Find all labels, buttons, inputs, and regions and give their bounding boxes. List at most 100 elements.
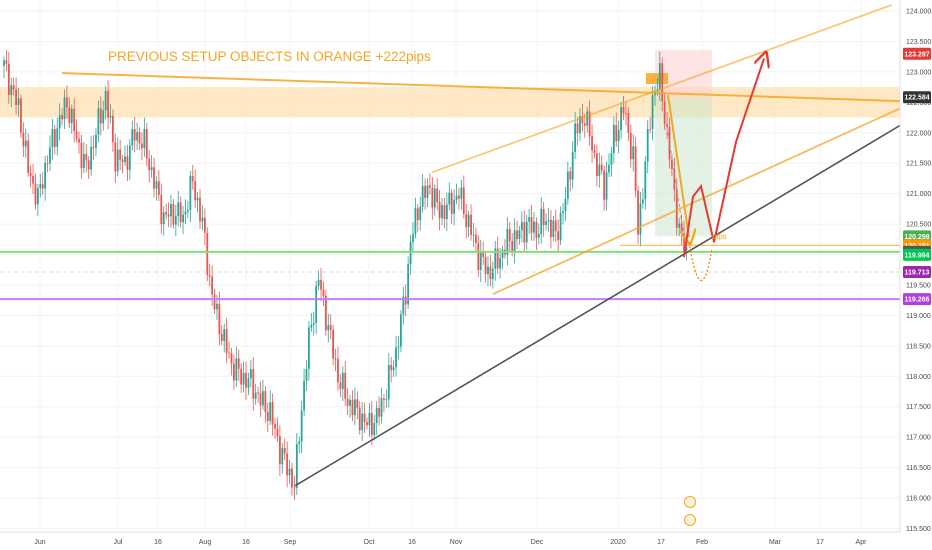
x-tick-label: 16: [154, 539, 162, 546]
candle-body: [479, 251, 482, 271]
candle-body: [259, 392, 262, 406]
candle-body: [136, 132, 138, 141]
candle-body: [341, 372, 344, 390]
candle-body: [230, 353, 233, 364]
candle-body: [501, 249, 504, 259]
candle-body: [399, 314, 402, 347]
channel-lower-line: [492, 107, 901, 295]
candle-body: [453, 199, 456, 214]
price-badge-value: 119.994: [905, 252, 930, 259]
x-tick-label: 16: [242, 539, 250, 546]
candle-body: [366, 422, 368, 426]
candle-body: [576, 123, 579, 134]
candle-body: [339, 382, 342, 390]
x-axis-panel: [0, 532, 932, 550]
candle-body: [201, 217, 204, 222]
candle-body: [346, 398, 349, 406]
candle-body: [286, 453, 289, 476]
candle-body: [56, 128, 59, 147]
candle-body: [216, 303, 218, 310]
candle-body: [5, 60, 8, 64]
y-tick-label: 120.500: [906, 222, 931, 229]
candle-body: [370, 412, 373, 436]
candle-body: [419, 206, 422, 221]
candle-body: [245, 372, 247, 388]
candle-body: [639, 203, 642, 235]
candle-body: [375, 407, 378, 424]
resistance-zone: [0, 87, 900, 118]
ascending-support-line: [294, 124, 901, 487]
candle-body: [414, 208, 417, 235]
candle-body: [44, 162, 47, 189]
y-tick-label: 122.500: [906, 100, 931, 107]
y-tick-label: 121.000: [906, 191, 931, 198]
drawing-layer: [0, 4, 901, 487]
candle-body: [141, 143, 143, 149]
candle-body: [620, 107, 622, 131]
price-badge-value: 122.584: [904, 95, 929, 102]
candle-body: [409, 241, 412, 265]
candle-body: [603, 170, 606, 200]
candle-body: [443, 205, 446, 220]
price-badge: [903, 293, 931, 306]
candle-body: [494, 248, 497, 269]
candle-body: [7, 63, 10, 95]
candle-body: [574, 123, 577, 152]
price-badge-value: 119.266: [905, 297, 930, 304]
y-tick-label: 118.500: [906, 343, 931, 350]
x-tick-label: Feb: [696, 539, 708, 546]
candle-body: [121, 159, 124, 163]
candle-body: [358, 407, 361, 431]
candle-body: [51, 129, 54, 148]
candle-body: [109, 115, 112, 118]
candle-body: [85, 154, 88, 161]
candle-body: [426, 185, 429, 198]
candle-body: [107, 90, 109, 118]
candle-body: [27, 140, 30, 174]
candle-body: [559, 212, 562, 241]
candle-body: [622, 107, 625, 114]
candle-body: [293, 487, 296, 489]
candle-body: [450, 192, 453, 214]
candle-body: [448, 192, 451, 205]
candle-body: [124, 156, 126, 163]
candle-body: [157, 181, 160, 195]
candle-body: [269, 402, 272, 421]
candle-body: [264, 391, 267, 412]
candle-body: [312, 322, 315, 325]
candle-body: [596, 153, 598, 177]
earnings-event-icon[interactable]: [684, 496, 696, 508]
y-tick-label: 118.000: [906, 374, 931, 381]
price-badge: [903, 265, 931, 278]
candle-body: [228, 352, 230, 354]
candle-body: [34, 183, 37, 205]
candle-body: [150, 167, 153, 171]
candle-body: [407, 264, 410, 305]
candle-body: [20, 98, 22, 133]
candle-body: [39, 184, 42, 189]
candle-body: [82, 154, 85, 169]
candle-body: [535, 221, 538, 238]
candle-body: [433, 188, 436, 208]
candle-body: [547, 219, 550, 222]
candle-body: [460, 187, 463, 199]
dividend-event-icon[interactable]: [684, 514, 696, 526]
candle-body: [564, 198, 567, 212]
candle-body: [17, 98, 20, 106]
candle-body: [487, 266, 489, 275]
candle-body: [545, 221, 547, 226]
price-badge-value: 123.297: [904, 51, 929, 58]
candle-body: [373, 423, 376, 436]
candle-body: [356, 399, 359, 408]
x-tick-label: Apr: [856, 539, 868, 546]
candle-body: [583, 123, 586, 126]
candle-body: [378, 407, 380, 417]
candle-body: [87, 160, 90, 170]
candle-body: [22, 132, 25, 147]
candle-body: [10, 85, 13, 95]
candle-body: [24, 140, 27, 147]
event-icons[interactable]: [684, 496, 696, 526]
candle-body: [167, 214, 170, 217]
candle-body: [465, 214, 468, 228]
candle-body: [320, 279, 322, 290]
